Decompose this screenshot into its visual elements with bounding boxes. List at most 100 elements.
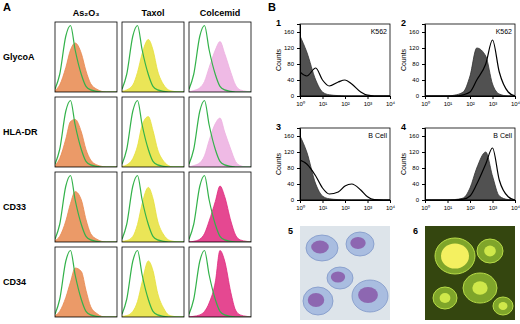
cell: [352, 280, 388, 312]
chart: [189, 247, 251, 317]
x-tick-mark: [368, 200, 369, 203]
figure: ABAs₂O₃TaxolColcemidGlycoAHLA-DRCD33CD34…: [0, 0, 520, 324]
y-tick-label: 120: [284, 45, 295, 51]
x-tick-label: 10²: [341, 205, 350, 211]
panel-label: B: [268, 1, 276, 13]
y-tick-label: 0: [416, 197, 420, 203]
y-tick-label: 80: [287, 61, 294, 67]
x-tick: 10⁴: [511, 200, 520, 211]
y-tick-mark: [297, 184, 300, 185]
y-axis: 04080120160: [284, 129, 301, 204]
x-tick-label: 10⁴: [511, 101, 520, 107]
chart: 10⁰10¹10²10³10⁴04080120160Counts2K562: [400, 18, 520, 107]
y-tick-mark: [422, 96, 425, 97]
row-label: GlycoA: [3, 52, 35, 62]
x-tick: 10⁴: [386, 200, 396, 211]
x-tick: 10³: [489, 96, 498, 107]
y-tick: 160: [409, 133, 425, 139]
plot-marks: [189, 251, 251, 318]
histogram-area: [300, 36, 390, 96]
y-axis-line: [422, 129, 426, 201]
x-tick: 10⁰: [421, 200, 430, 211]
x-tick-label: 10³: [489, 101, 498, 107]
histogram-area: [55, 43, 117, 92]
y-tick-mark: [422, 64, 425, 65]
x-tick-label: 10³: [364, 101, 373, 107]
row-label: CD33: [3, 202, 26, 212]
cell: [303, 287, 333, 315]
y-axis-line: [297, 129, 301, 201]
cell-nucleus: [308, 293, 325, 307]
x-tick-label: 10²: [466, 101, 475, 107]
cell-signal: [499, 302, 508, 310]
y-tick: 80: [412, 61, 425, 67]
x-tick: 10¹: [319, 200, 328, 211]
plot-frame: [425, 24, 515, 96]
y-axis: 04080120160: [409, 129, 426, 204]
histogram-area: [55, 192, 117, 242]
y-tick-mark: [297, 96, 300, 97]
x-tick-mark: [515, 200, 516, 203]
y-tick-mark: [422, 48, 425, 49]
x-tick: 10⁰: [421, 96, 430, 107]
y-axis-title: Counts: [400, 48, 407, 71]
plot-marks: [300, 136, 390, 200]
x-tick: 10⁴: [511, 96, 520, 107]
plot-frame: [122, 247, 184, 317]
histogram-line: [300, 68, 390, 96]
chart: [122, 247, 184, 317]
x-tick-mark: [493, 96, 494, 99]
cell: [477, 239, 503, 263]
histogram-area: [300, 136, 390, 200]
y-tick: 120: [409, 45, 425, 51]
annotation: B Cell: [368, 132, 387, 139]
x-axis-line: [426, 201, 516, 204]
row-label: HLA-DR: [3, 127, 38, 137]
x-tick-label: 10¹: [444, 205, 453, 211]
x-tick-label: 10⁴: [386, 101, 396, 107]
x-tick-mark: [515, 96, 516, 99]
subpanel-number: 2: [401, 18, 406, 28]
y-tick-label: 40: [287, 77, 294, 83]
cell-nucleus: [331, 272, 345, 283]
plot-marks: [425, 40, 515, 96]
y-tick: 160: [284, 29, 300, 35]
y-axis-title: Counts: [275, 48, 282, 71]
plot-marks: [122, 26, 184, 93]
histogram-line: [425, 148, 515, 200]
annotation: B Cell: [493, 132, 512, 139]
plot-marks: [122, 176, 184, 243]
cell-signal: [484, 246, 496, 257]
histogram-line: [55, 251, 117, 318]
y-axis: 04080120160: [409, 25, 426, 100]
chart: 10⁰10¹10²10³10⁴04080120160Counts1K562: [275, 18, 396, 107]
plot-frame: [189, 97, 251, 167]
plot-frame: [122, 97, 184, 167]
plot-frame: [55, 247, 117, 317]
histogram-area: [425, 48, 515, 96]
histogram-line: [300, 160, 390, 200]
histogram-line: [122, 251, 184, 318]
x-tick-label: 10¹: [319, 101, 328, 107]
panel-label: A: [3, 1, 11, 13]
histogram-line: [55, 101, 117, 168]
cell-nucleus: [350, 237, 365, 249]
plot-frame: [300, 24, 390, 96]
plot-marks: [55, 251, 117, 318]
x-tick: 10⁴: [386, 96, 396, 107]
histogram-line: [122, 26, 184, 93]
x-tick-mark: [448, 200, 449, 203]
x-tick-label: 10⁴: [511, 205, 520, 211]
x-axis-line: [426, 97, 516, 100]
chart: 10⁰10¹10²10³10⁴04080120160Counts3B Cell: [275, 122, 396, 211]
plot-frame: [189, 22, 251, 92]
x-tick-label: 10²: [341, 101, 350, 107]
plot-marks: [55, 176, 117, 243]
chart: [55, 97, 117, 167]
plot-frame: [55, 22, 117, 92]
x-axis: 10⁰10¹10²10³10⁴: [296, 96, 395, 107]
plot-frame: [300, 128, 390, 200]
y-tick: 0: [416, 93, 425, 99]
micrograph-background: [300, 226, 390, 320]
y-tick-label: 40: [412, 181, 419, 187]
